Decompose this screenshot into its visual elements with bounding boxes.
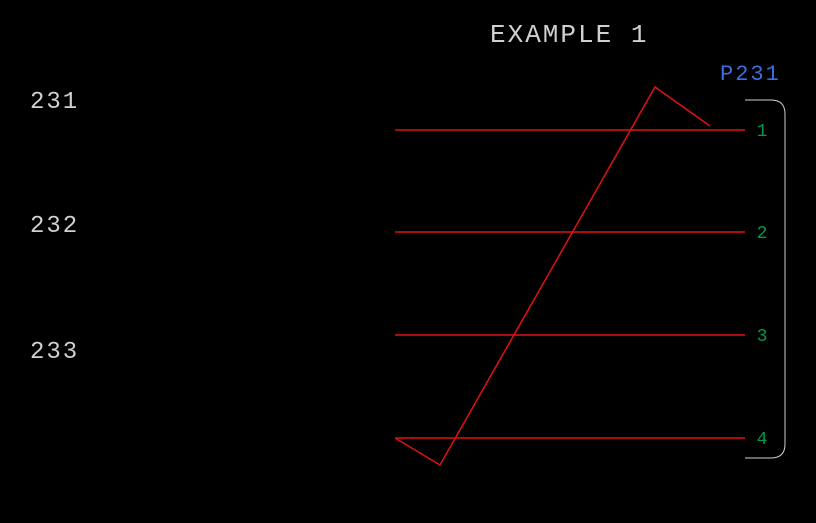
pin-number: 2 — [757, 224, 770, 244]
left-label: 231 — [30, 89, 79, 116]
pin-number: 1 — [757, 122, 770, 142]
pin-number: 4 — [757, 430, 770, 450]
canvas-background — [0, 0, 816, 523]
connector-label: P231 — [720, 62, 781, 87]
left-label: 232 — [30, 213, 79, 240]
diagram-title: EXAMPLE 1 — [490, 20, 648, 50]
pin-number: 3 — [757, 327, 770, 347]
left-label: 233 — [30, 339, 79, 366]
